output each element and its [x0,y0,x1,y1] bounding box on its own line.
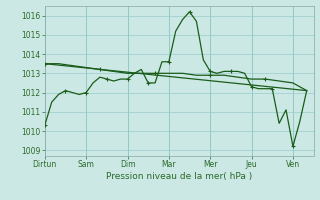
X-axis label: Pression niveau de la mer( hPa ): Pression niveau de la mer( hPa ) [106,172,252,181]
